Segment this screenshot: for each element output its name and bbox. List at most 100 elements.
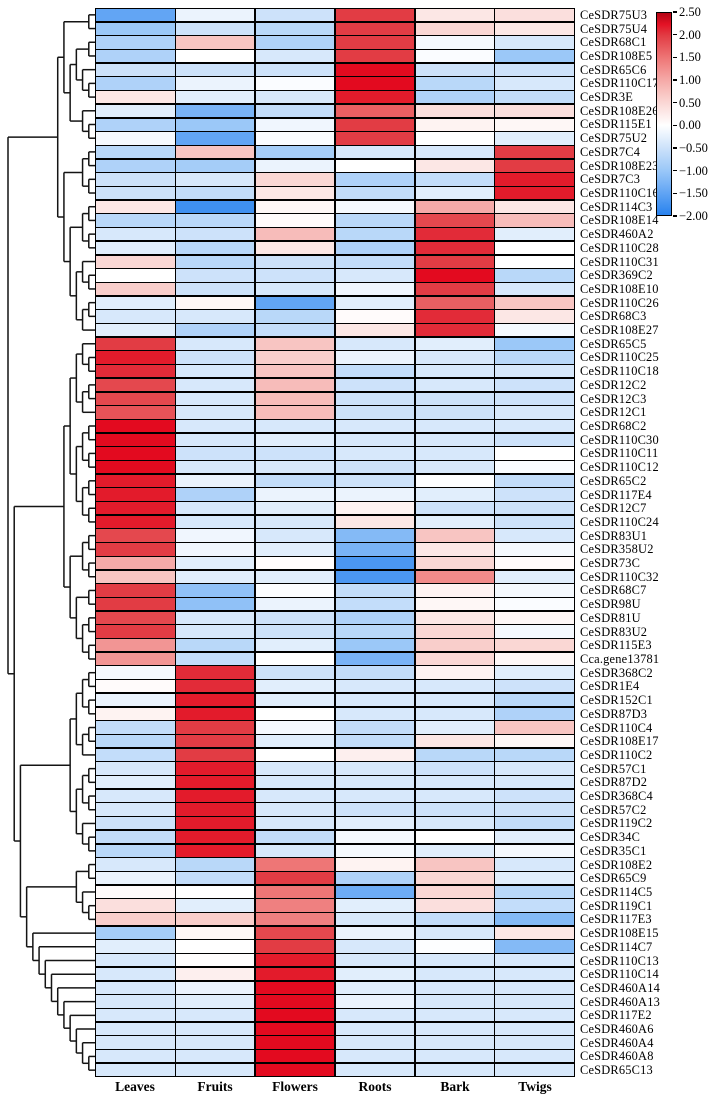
row-label: CeSDR110C14 — [580, 967, 659, 981]
heatmap-cell-CeSDR75U3-Fruits — [175, 9, 255, 22]
heatmap-cell-CeSDR83U2-Twigs — [495, 625, 574, 638]
heatmap-cell-CeSDR108E17-Fruits — [175, 734, 255, 748]
heatmap-cell-CeSDR110C12-Bark — [415, 461, 495, 474]
heatmap-cell-CeSDR68C3-Flowers — [255, 310, 335, 323]
heatmap-cell-CeSDR110C13-Bark — [415, 954, 495, 967]
heatmap-cell-CeSDR3E-Roots — [335, 91, 415, 104]
heatmap-cell-CeSDR68C3-Fruits — [175, 310, 255, 323]
heatmap-cell-CeSDR108E10-Flowers — [255, 282, 335, 296]
colorbar-tick-label: −0.50 — [679, 140, 708, 155]
heatmap-cell-CeSDR68C3-Bark — [415, 310, 495, 323]
heatmap-cell-CeSDR7C3-Twigs — [495, 173, 574, 186]
row-label: CeSDR117E2 — [580, 1008, 652, 1023]
heatmap-cell-CeSDR117E4-Roots — [335, 488, 415, 501]
heatmap-cell-CeSDR368C2-Roots — [335, 666, 415, 679]
heatmap-cell-CeSDR114C7-Bark — [415, 940, 495, 953]
heatmap-cell-CeSDR65C13-Leaves — [96, 1063, 175, 1076]
heatmap-cell-CeSDR7C4-Twigs — [495, 145, 574, 159]
heatmap-cell-CeSDR110C4-Roots — [335, 721, 415, 734]
heatmap-cell-CeSDR108E26-Bark — [415, 104, 495, 118]
heatmap-cell-CeSDR110C32-Leaves — [96, 570, 175, 583]
heatmap-cell-CeSDR110C28-Fruits — [175, 241, 255, 255]
heatmap-cell-CeSDR65C9-Bark — [415, 871, 495, 885]
heatmap-cell-CeSDR110C18-Fruits — [175, 365, 255, 378]
heatmap-cell-CeSDR87D2-Fruits — [175, 776, 255, 789]
heatmap-cell-CeSDR115E1-Twigs — [495, 118, 574, 131]
row-label: CeSDR108E17 — [580, 734, 659, 749]
heatmap-cell-CeSDR12C2-Leaves — [96, 378, 175, 392]
heatmap-cell-CeSDR35C1-Leaves — [96, 844, 175, 857]
heatmap-cell-CeSDR110C2-Leaves — [96, 748, 175, 761]
heatmap-cell-CeSDR108E5-Fruits — [175, 50, 255, 63]
heatmap-cell-CeSDR108E15-Roots — [335, 926, 415, 940]
heatmap-cell-CeSDR358U2-Bark — [415, 543, 495, 556]
row-label: CeSDR110C13 — [580, 953, 659, 968]
heatmap-cell-CeSDR108E5-Twigs — [495, 50, 574, 63]
heatmap-cell-CeSDR108E17-Roots — [335, 734, 415, 748]
heatmap-cell-CeSDR110C14-Leaves — [96, 967, 175, 981]
heatmap-cell-CeSDR75U2-Leaves — [96, 132, 175, 145]
heatmap-cell-CeSDR57C2-Twigs — [495, 803, 574, 816]
heatmap-cell-CeSDR460A8-Fruits — [175, 1049, 255, 1063]
heatmap-cell-CeSDR110C24-Fruits — [175, 515, 255, 529]
heatmap-cell-CeSDR73C-Roots — [335, 556, 415, 570]
heatmap-cell-CeSDR110C14-Flowers — [255, 967, 335, 981]
heatmap-cell-CeSDR110C4-Bark — [415, 721, 495, 734]
row-label: CeSDR65C2 — [580, 473, 647, 488]
heatmap-cell-CeSDR12C1-Flowers — [255, 406, 335, 419]
heatmap-cell-CeSDR110C18-Twigs — [495, 365, 574, 378]
heatmap-cell-CeSDR108E15-Twigs — [495, 926, 574, 940]
heatmap-cell-CeSDR3E-Flowers — [255, 91, 335, 104]
heatmap-cell-CeSDR114C3-Twigs — [495, 200, 574, 214]
heatmap-cell-CeSDR12C3-Roots — [335, 392, 415, 405]
column-label-bark: Bark — [440, 1079, 470, 1094]
row-label: CeSDR75U4 — [580, 21, 648, 36]
heatmap-cell-CeSDR57C1-Flowers — [255, 762, 335, 775]
heatmap-cell-CeSDR57C1-Leaves — [96, 762, 175, 775]
heatmap-cell-CeSDR12C7-Leaves — [96, 502, 175, 515]
heatmap-cell-CeSDR115E3-Roots — [335, 639, 415, 652]
heatmap-cell-CeSDR110C18-Leaves — [96, 365, 175, 378]
heatmap-cell-CeSDR460A14-Roots — [335, 981, 415, 994]
colorbar-tick-label: 1.50 — [679, 50, 701, 65]
row-label: CeSDR68C3 — [580, 309, 647, 324]
heatmap-cell-CeSDR460A13-Fruits — [175, 995, 255, 1008]
heatmap-cell-CeSDR108E2-Fruits — [175, 858, 255, 871]
row-label: CeSDR108E23 — [580, 158, 659, 173]
heatmap-cell-CeSDR110C13-Leaves — [96, 954, 175, 967]
heatmap-cell-CeSDR110C32-Flowers — [255, 570, 335, 583]
heatmap-cell-CeSDR110C17-Fruits — [175, 77, 255, 90]
heatmap-cell-CeSDR108E15-Flowers — [255, 926, 335, 940]
heatmap-cell-CeSDR115E1-Bark — [415, 118, 495, 131]
heatmap-cell-CeSDR75U4-Roots — [335, 22, 415, 35]
heatmap-cell-CeSDR110C14-Roots — [335, 967, 415, 981]
heatmap-cell-CeSDR35C1-Twigs — [495, 844, 574, 857]
heatmap-cell-CeSDR7C4-Fruits — [175, 145, 255, 159]
heatmap-cell-CeSDR75U3-Bark — [415, 9, 495, 22]
heatmap-cell-CeSDR87D3-Twigs — [495, 707, 574, 720]
heatmap-cell-CeSDR108E14-Leaves — [96, 214, 175, 227]
heatmap-cell-CeSDR110C25-Fruits — [175, 351, 255, 364]
row-label: CeSDR460A6 — [580, 1021, 654, 1036]
heatmap-cell-CeSDR110C30-Fruits — [175, 433, 255, 446]
row-label: CeSDR87D2 — [580, 775, 648, 790]
heatmap-cell-CeSDR108E5-Leaves — [96, 50, 175, 63]
heatmap-cell-CeSDR12C2-Bark — [415, 378, 495, 392]
row-label: CeSDR83U1 — [580, 528, 648, 543]
heatmap-cell-CeSDR83U2-Roots — [335, 625, 415, 638]
row-label: CeSDR460A13 — [580, 994, 660, 1009]
heatmap-cell-CeSDR34C-Fruits — [175, 830, 255, 844]
heatmap-cell-CeSDR75U3-Twigs — [495, 9, 574, 22]
row-label: CeSDR65C9 — [580, 871, 647, 886]
heatmap-cell-CeSDR110C25-Leaves — [96, 351, 175, 364]
heatmap-cell-CeSDR87D2-Flowers — [255, 776, 335, 789]
heatmap-cell-CeSDR65C13-Twigs — [495, 1063, 574, 1076]
heatmap-cell-CeSDR119C2-Twigs — [495, 817, 574, 830]
heatmap-cell-CeSDR110C16-Roots — [335, 187, 415, 200]
heatmap-cell-CeSDR358U2-Roots — [335, 543, 415, 556]
colorbar-tick-label: 0.50 — [679, 95, 701, 110]
heatmap-cell-CeSDR12C2-Roots — [335, 378, 415, 392]
heatmap-cell-CeSDR87D3-Bark — [415, 707, 495, 720]
heatmap-cell-CeSDR57C1-Roots — [335, 762, 415, 775]
